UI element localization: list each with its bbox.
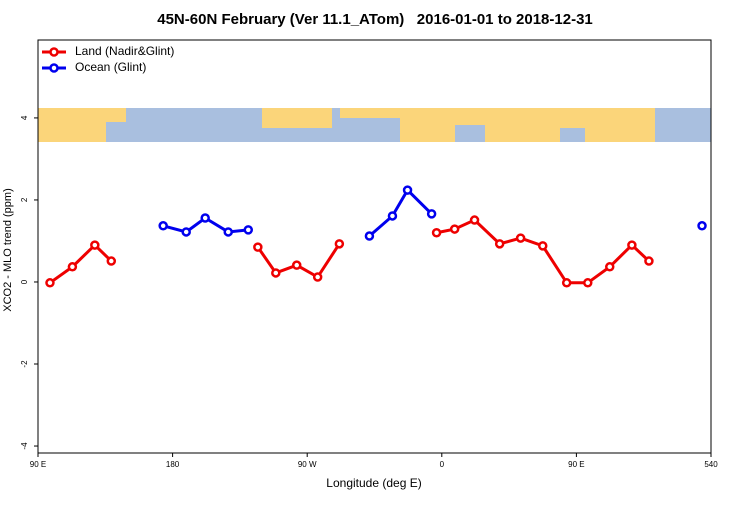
data-point	[449, 224, 460, 234]
data-point	[253, 242, 263, 252]
data-point	[271, 268, 281, 278]
y-axis-label: XCO2 - MLO trend (ppm)	[2, 188, 14, 311]
data-point	[200, 213, 210, 223]
x-tick-label: 90 E	[30, 460, 46, 469]
data-point	[431, 228, 442, 238]
y-tick-label: -4	[20, 442, 29, 450]
map-band	[38, 108, 711, 142]
data-point	[223, 227, 233, 237]
x-tick-label: 0	[440, 460, 445, 469]
legend-marker	[49, 63, 59, 73]
data-point	[387, 211, 398, 221]
x-tick-label: 540	[704, 460, 718, 469]
data-point	[291, 260, 302, 270]
chart-title: 45N-60N February (Ver 11.1_ATom) 2016-01…	[157, 11, 593, 28]
y-tick-label: -2	[20, 360, 29, 368]
plot-frame	[37, 39, 712, 454]
data-point	[402, 185, 413, 195]
data-point	[67, 262, 78, 272]
data-point	[627, 240, 637, 250]
data-point	[106, 256, 117, 266]
data-point	[243, 225, 254, 235]
data-point	[426, 209, 437, 219]
legend-label: Ocean (Glint)	[75, 60, 146, 74]
y-tick-label: 0	[20, 279, 29, 284]
data-point	[334, 239, 345, 249]
data-point	[515, 233, 526, 243]
x-tick-label: 180	[166, 460, 180, 469]
legend-label: Land (Nadir&Glint)	[75, 44, 174, 58]
data-point	[697, 221, 707, 231]
x-axis-label: Longitude (deg E)	[326, 476, 421, 490]
data-point	[561, 278, 572, 288]
data-point	[364, 231, 375, 241]
y-tick-label: 4	[20, 115, 29, 120]
data-point	[644, 256, 654, 266]
series-line	[49, 218, 650, 285]
x-tick-label: 90 W	[298, 460, 317, 469]
x-tick-label: 90 E	[568, 460, 584, 469]
data-point	[158, 221, 168, 231]
legend-marker	[49, 47, 59, 57]
data-point	[583, 278, 593, 288]
data-point	[45, 278, 55, 288]
data-point	[469, 215, 480, 225]
y-tick-label: 2	[20, 197, 29, 202]
data-point	[494, 239, 505, 249]
data-point	[605, 262, 615, 272]
data-point	[181, 227, 191, 237]
data-point	[538, 241, 548, 251]
data-point	[312, 272, 323, 282]
data-point	[90, 240, 100, 250]
